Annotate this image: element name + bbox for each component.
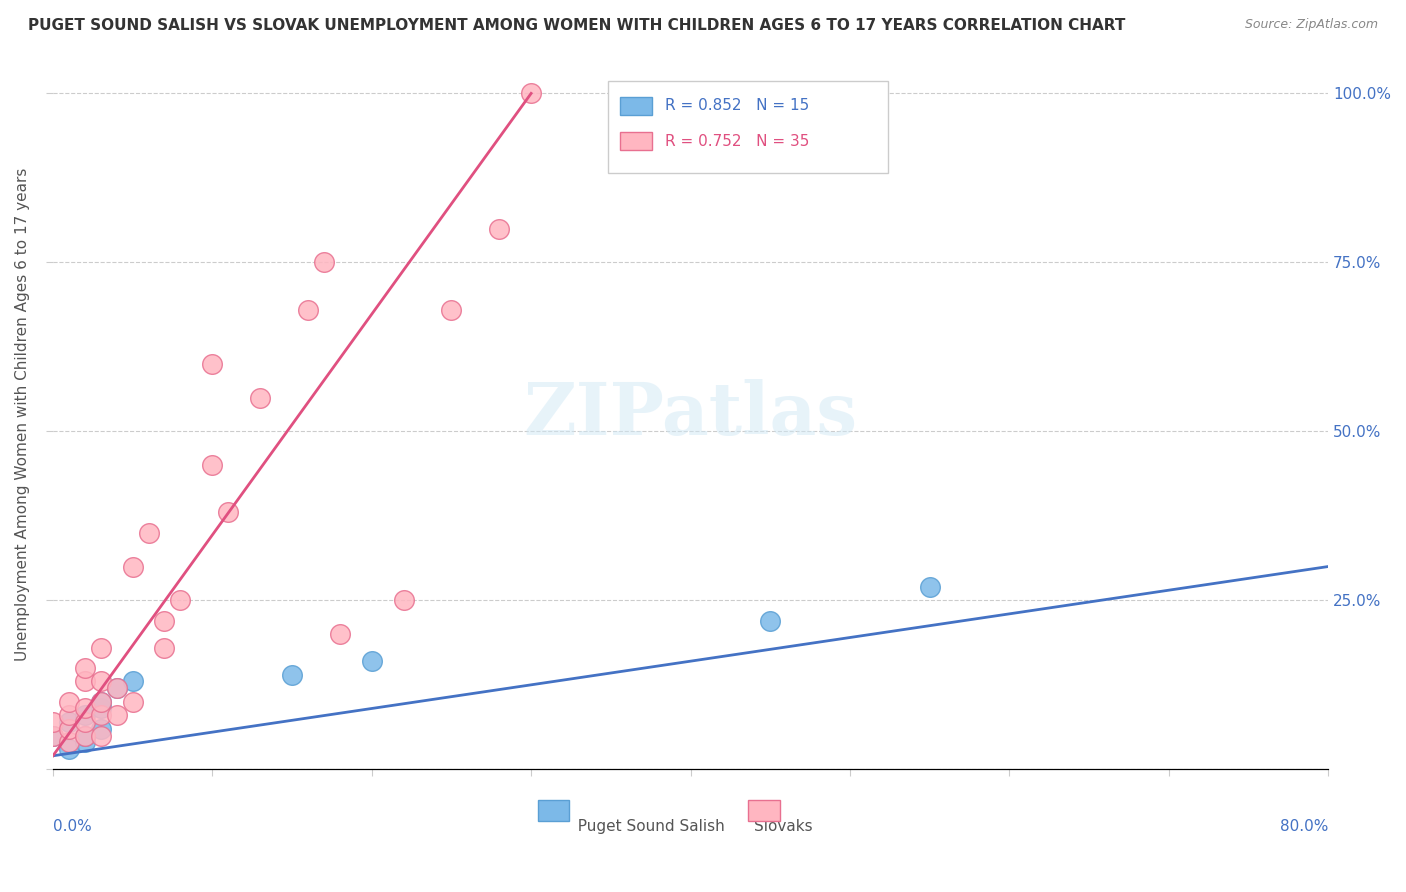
Text: 80.0%: 80.0%	[1279, 819, 1329, 834]
Point	[90, 640, 112, 655]
Point	[90, 674, 112, 689]
Point	[90, 695, 112, 709]
Point	[153, 614, 176, 628]
Point	[73, 729, 96, 743]
Point	[918, 580, 941, 594]
Point	[105, 708, 128, 723]
Y-axis label: Unemployment Among Women with Children Ages 6 to 17 years: Unemployment Among Women with Children A…	[15, 168, 30, 661]
Point	[73, 674, 96, 689]
Point	[90, 708, 112, 723]
Point	[217, 506, 239, 520]
Point	[73, 735, 96, 749]
Point	[105, 681, 128, 696]
FancyBboxPatch shape	[620, 132, 652, 150]
Point	[297, 302, 319, 317]
Point	[169, 593, 191, 607]
Text: PUGET SOUND SALISH VS SLOVAK UNEMPLOYMENT AMONG WOMEN WITH CHILDREN AGES 6 TO 17: PUGET SOUND SALISH VS SLOVAK UNEMPLOYMEN…	[28, 18, 1125, 33]
Point	[58, 735, 80, 749]
Point	[759, 614, 782, 628]
FancyBboxPatch shape	[748, 800, 780, 822]
Point	[153, 640, 176, 655]
FancyBboxPatch shape	[620, 97, 652, 114]
Point	[42, 729, 65, 743]
Text: ZIPatlas: ZIPatlas	[523, 379, 858, 450]
Point	[488, 221, 510, 235]
Point	[105, 681, 128, 696]
Point	[73, 729, 96, 743]
Point	[121, 695, 143, 709]
Point	[312, 255, 335, 269]
Point	[58, 714, 80, 729]
FancyBboxPatch shape	[537, 800, 569, 822]
Point	[58, 722, 80, 736]
Point	[73, 708, 96, 723]
Point	[73, 714, 96, 729]
Point	[58, 695, 80, 709]
Point	[249, 391, 271, 405]
Point	[58, 742, 80, 756]
FancyBboxPatch shape	[607, 81, 889, 173]
Text: R = 0.852   N = 15: R = 0.852 N = 15	[665, 98, 810, 113]
Point	[201, 458, 224, 472]
Point	[281, 667, 304, 681]
Point	[90, 722, 112, 736]
Text: Source: ZipAtlas.com: Source: ZipAtlas.com	[1244, 18, 1378, 31]
Point	[121, 674, 143, 689]
Text: Puget Sound Salish      Slovaks: Puget Sound Salish Slovaks	[568, 819, 813, 834]
Point	[440, 302, 463, 317]
Point	[90, 701, 112, 715]
Point	[90, 695, 112, 709]
Point	[42, 729, 65, 743]
Point	[58, 708, 80, 723]
Text: R = 0.752   N = 35: R = 0.752 N = 35	[665, 134, 810, 149]
Point	[73, 661, 96, 675]
Point	[42, 714, 65, 729]
Point	[360, 654, 382, 668]
Point	[138, 525, 160, 540]
Point	[73, 701, 96, 715]
Point	[201, 357, 224, 371]
Point	[392, 593, 415, 607]
Point	[329, 627, 352, 641]
Point	[520, 87, 543, 101]
Text: 0.0%: 0.0%	[53, 819, 91, 834]
Point	[90, 729, 112, 743]
Point	[121, 559, 143, 574]
